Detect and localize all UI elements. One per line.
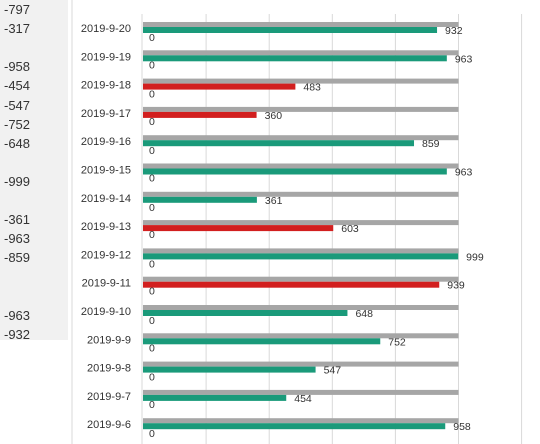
- bar-reference-2019-9-18: [143, 78, 459, 84]
- bar-reference-2019-9-15: [143, 163, 459, 169]
- side-number: -999: [4, 173, 31, 189]
- bar-reference-2019-9-6: [143, 418, 459, 424]
- zero-label-2019-9-17: 0: [149, 116, 155, 128]
- zero-label-2019-9-11: 0: [149, 286, 155, 298]
- side-number: -932: [4, 326, 31, 342]
- value-label-2019-9-17: 360: [265, 110, 283, 122]
- bar-reference-2019-9-8: [143, 361, 459, 367]
- value-label-2019-9-15: 963: [455, 167, 473, 179]
- bar-reference-2019-9-9: [143, 333, 459, 339]
- category-label-2019-9-15: 2019-9-15: [81, 165, 131, 177]
- bar-reference-2019-9-12: [143, 248, 459, 254]
- category-label-2019-9-13: 2019-9-13: [81, 221, 131, 233]
- value-label-2019-9-14: 361: [265, 195, 283, 207]
- side-number: -317: [4, 21, 31, 37]
- bars: [143, 22, 459, 430]
- bar-reference-2019-9-13: [143, 220, 459, 226]
- zero-label-2019-9-14: 0: [149, 202, 155, 214]
- category-label-2019-9-8: 2019-9-8: [87, 363, 131, 375]
- value-label-2019-9-10: 648: [355, 308, 373, 320]
- side-number: -859: [4, 250, 31, 266]
- category-label-2019-9-10: 2019-9-10: [81, 306, 131, 318]
- bar-value-2019-9-11: [143, 281, 440, 288]
- zero-label-2019-9-13: 0: [149, 229, 155, 241]
- bar-value-2019-9-13: [143, 225, 334, 232]
- value-label-2019-9-6: 958: [453, 421, 471, 433]
- bar-value-2019-9-18: [143, 83, 296, 90]
- bar-reference-2019-9-17: [143, 106, 459, 112]
- value-label-2019-9-12: 999: [466, 251, 484, 263]
- zero-label-2019-9-8: 0: [149, 372, 155, 384]
- value-label-2019-9-19: 963: [455, 53, 473, 65]
- bar-value-2019-9-12: [143, 253, 459, 260]
- category-label-2019-9-18: 2019-9-18: [81, 80, 131, 92]
- category-label-2019-9-20: 2019-9-20: [81, 23, 131, 35]
- zero-label-2019-9-15: 0: [149, 173, 155, 185]
- value-label-2019-9-13: 603: [341, 223, 359, 235]
- bar-value-2019-9-9: [143, 338, 381, 345]
- bar-value-2019-9-14: [143, 196, 257, 203]
- zero-label-2019-9-6: 0: [149, 428, 155, 440]
- side-number: -958: [4, 59, 31, 75]
- bar-reference-2019-9-14: [143, 191, 459, 197]
- category-label-2019-9-12: 2019-9-12: [81, 249, 131, 261]
- bar-reference-2019-9-11: [143, 276, 459, 282]
- side-number: -547: [4, 97, 31, 113]
- value-label-2019-9-16: 859: [422, 138, 440, 150]
- value-label-2019-9-9: 752: [388, 336, 406, 348]
- value-label-2019-9-18: 483: [303, 82, 321, 94]
- side-number: -361: [4, 212, 31, 228]
- zero-label-2019-9-10: 0: [149, 315, 155, 327]
- bar-value-2019-9-19: [143, 55, 447, 62]
- category-label-2019-9-16: 2019-9-16: [81, 136, 131, 148]
- bar-value-2019-9-7: [143, 394, 287, 401]
- category-label-2019-9-6: 2019-9-6: [87, 419, 131, 431]
- value-label-2019-9-11: 939: [447, 280, 465, 292]
- labels: 2019-9-20 932 0 2019-9-19 963 0 2019-9-18 483 0 2…: [81, 23, 484, 440]
- category-label-2019-9-14: 2019-9-14: [81, 193, 131, 205]
- left-number-panel: -797 -317 -958 -454 -547 -752 -648 -999 -361 -963…: [0, 0, 68, 342]
- bar-reference-2019-9-7: [143, 389, 459, 395]
- side-number: -963: [4, 307, 31, 323]
- bar-reference-2019-9-20: [143, 22, 459, 27]
- bar-value-2019-9-6: [143, 423, 446, 430]
- bar-value-2019-9-20: [143, 27, 438, 33]
- bar-value-2019-9-8: [143, 366, 316, 373]
- side-number: -963: [4, 231, 31, 247]
- category-label-2019-9-9: 2019-9-9: [87, 334, 131, 346]
- side-number: -797: [4, 2, 31, 17]
- bar-reference-2019-9-16: [143, 135, 459, 141]
- zero-label-2019-9-7: 0: [149, 399, 155, 411]
- category-label-2019-9-17: 2019-9-17: [81, 108, 131, 120]
- value-label-2019-9-20: 932: [445, 25, 463, 37]
- zero-label-2019-9-19: 0: [149, 59, 155, 71]
- category-label-2019-9-19: 2019-9-19: [81, 51, 131, 63]
- bar-reference-2019-9-10: [143, 305, 459, 310]
- bar-value-2019-9-15: [143, 168, 447, 175]
- category-label-2019-9-7: 2019-9-7: [87, 391, 131, 403]
- bar-value-2019-9-17: [143, 111, 257, 118]
- side-number: -454: [4, 78, 31, 94]
- value-label-2019-9-8: 547: [324, 365, 342, 377]
- zero-label-2019-9-12: 0: [149, 258, 155, 270]
- side-number: -752: [4, 116, 31, 132]
- zero-label-2019-9-18: 0: [149, 89, 155, 101]
- category-label-2019-9-11: 2019-9-11: [82, 278, 131, 290]
- value-label-2019-9-7: 454: [294, 393, 312, 405]
- side-number: -648: [4, 135, 31, 151]
- zero-label-2019-9-16: 0: [149, 145, 155, 157]
- zero-label-2019-9-9: 0: [149, 342, 155, 354]
- bar-value-2019-9-16: [143, 140, 415, 147]
- zero-label-2019-9-20: 0: [149, 32, 155, 44]
- bar-reference-2019-9-19: [143, 50, 459, 56]
- bar-value-2019-9-10: [143, 310, 348, 316]
